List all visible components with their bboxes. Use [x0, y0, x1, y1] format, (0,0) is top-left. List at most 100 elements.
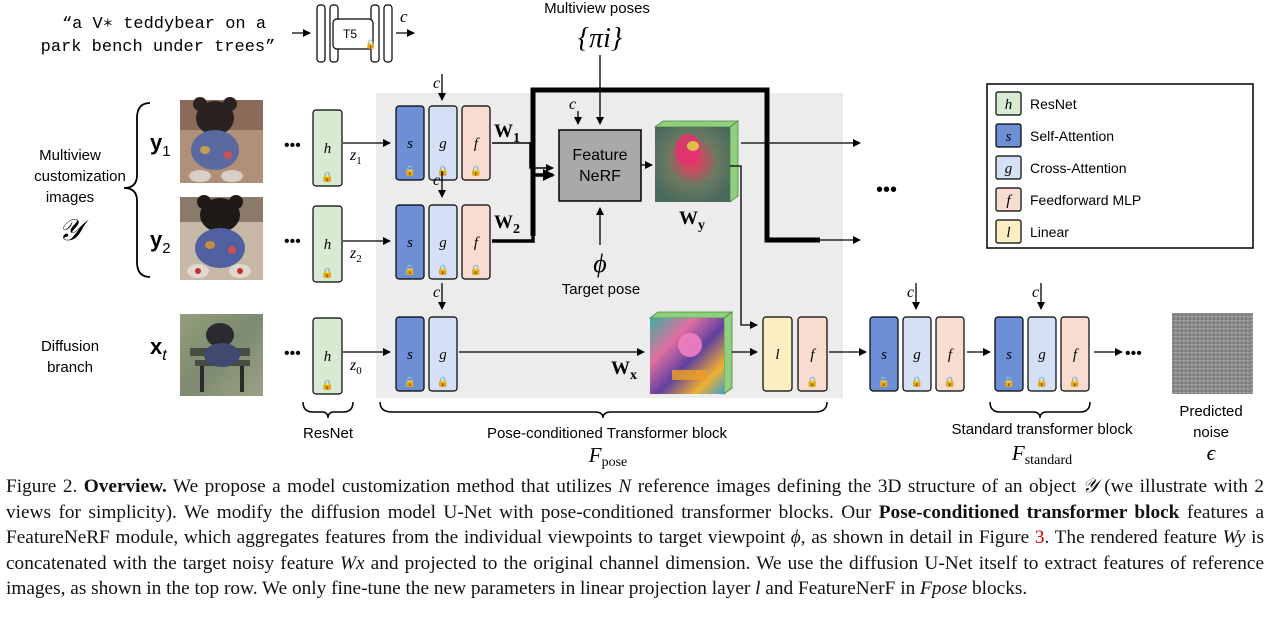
lock-icon: 🔒	[404, 165, 416, 177]
legend-swatch-l	[995, 219, 1022, 244]
condition-c-label: c	[433, 284, 440, 301]
legend-letter-l: l	[1006, 225, 1010, 241]
w2-label: W2	[494, 212, 520, 237]
predicted-noise-image	[1172, 313, 1253, 394]
legend-swatch-g	[995, 155, 1022, 180]
overview-diagram: “a V∗ teddybear on a park bench under tr…	[34, 0, 1254, 470]
multiview-poses-symbol: {πi}	[578, 23, 622, 54]
figure-3-link[interactable]: 3	[1034, 527, 1045, 548]
self-attention-row3-letter: s	[407, 347, 413, 363]
z2-label: z2	[349, 245, 362, 265]
resnet-block-h-row2-letter: h	[324, 237, 332, 253]
cross-attention-row3-letter: g	[439, 347, 447, 363]
svg-text:y2: y2	[150, 227, 171, 257]
condition-arrows: c c c c c	[433, 74, 1045, 310]
legend-label-s: Self-Attention	[1030, 128, 1114, 144]
legend-letter-s: s	[1006, 129, 1012, 145]
cross-attention-row1-letter: g	[439, 136, 447, 152]
resnet-block-h-row1-letter: h	[324, 141, 332, 157]
standard-cross-attention-1: g🔒	[902, 316, 932, 392]
standard-self-attention-2-letter: s	[1006, 347, 1012, 363]
lock-icon: 🔒	[321, 267, 333, 279]
feedforward-row2-letter: f	[474, 235, 480, 251]
feature-nerf-box	[558, 129, 642, 202]
feedforward-row1: f🔒	[461, 105, 491, 181]
encoder-output-c: c	[400, 7, 408, 26]
figure-caption: Figure 2. Overview. We propose a model c…	[6, 476, 1265, 599]
standard-self-attention-2: s🔒	[994, 316, 1024, 392]
prompt-line-1: “a V∗ teddybear on a	[62, 15, 266, 34]
standard-feedforward-1-letter: f	[948, 347, 954, 363]
teddy-image-1	[180, 97, 263, 183]
legend-letter-f: f	[1006, 193, 1012, 209]
cross-attention-row1: g🔒	[428, 105, 458, 181]
resnet-brace	[302, 401, 354, 419]
z0-label: z0	[349, 357, 362, 377]
diffusion-label: Diffusion branch	[41, 338, 99, 376]
t5-encoder: T5 🔒 c	[292, 4, 415, 63]
resnet-block-h-row3-letter: h	[324, 349, 332, 365]
predicted-noise-label-2: noise	[1193, 424, 1229, 441]
dots-row2: •••	[284, 233, 301, 250]
svg-text:Diffusion: Diffusion	[41, 338, 99, 355]
cross-attention-row3: g🔒	[428, 316, 458, 392]
svg-text:customization: customization	[34, 168, 126, 185]
predicted-noise-symbol: ϵ	[1207, 440, 1217, 465]
lock-icon: 🔒	[437, 165, 449, 177]
legend-box	[986, 83, 1254, 249]
standard-cross-attention-1-letter: g	[913, 347, 921, 363]
standard-feedforward-2-letter: f	[1073, 347, 1079, 363]
lock-icon: 🔒	[470, 264, 482, 276]
predicted-noise-label-1: Predicted	[1179, 403, 1242, 420]
self-attention-row3: s🔒	[395, 316, 425, 392]
legend-swatch-s	[995, 123, 1022, 148]
z-arrows	[343, 139, 391, 356]
standard-feedforward-1: f🔒	[935, 316, 965, 392]
row-label-y2: y2	[150, 227, 171, 257]
standard-block-symbol: Fstandard	[1011, 441, 1072, 468]
feature-nerf-label-2: NeRF	[579, 168, 621, 185]
target-pose-symbol: ϕ	[593, 249, 606, 278]
lock-icon: 🔒	[437, 376, 449, 388]
standard-cross-attention-2: g🔒	[1027, 316, 1057, 392]
lock-icon: 🔒	[321, 171, 333, 183]
lock-icon: 🔒	[321, 379, 333, 391]
linear-projection: l	[762, 316, 793, 392]
multiview-brace	[123, 102, 151, 278]
legend-label-l: Linear	[1030, 224, 1069, 240]
multiview-label: Multiview customization images 𝒴	[34, 147, 126, 247]
pose-block-symbol: Fpose	[588, 443, 628, 470]
condition-c-label: c	[907, 284, 914, 301]
self-attention-row2: s🔒	[395, 204, 425, 280]
multiview-symbol: 𝒴	[58, 214, 89, 247]
feedforward-row3: f🔒	[797, 316, 828, 392]
wy-feature-map	[653, 120, 740, 203]
standard-feedforward-2: f🔒	[1060, 316, 1090, 392]
wy-to-linear-arrow	[730, 165, 758, 329]
resnet-block-h-row1: h🔒	[312, 109, 343, 187]
legend-swatch-f	[995, 187, 1022, 212]
legend: h ResNet s Self-Attention g Cross-Attention f F…	[995, 91, 1141, 244]
standard-self-attention-1: s🔒	[869, 316, 899, 392]
resnet-block-h-row2: h🔒	[312, 205, 343, 283]
legend-letter-g: g	[1005, 161, 1013, 177]
lock-icon: 🔒	[944, 376, 956, 388]
condition-c-label: c	[1032, 284, 1039, 301]
resnet-brace-label: ResNet	[303, 425, 354, 442]
cross-attention-row2: g🔒	[428, 204, 458, 280]
linear-projection-letter: l	[775, 347, 779, 363]
pose-block-brace-label: Pose-conditioned Transformer block	[487, 425, 728, 442]
pose-block-brace	[379, 401, 828, 419]
svg-text:y1: y1	[150, 130, 171, 160]
lock-icon: 🔒	[1036, 376, 1048, 388]
dots-after-standard: •••	[1125, 345, 1142, 362]
lock-icon: 🔒	[1069, 376, 1081, 388]
lock-icon: 🔒	[365, 39, 376, 49]
t5-label: T5	[343, 27, 357, 41]
nerf-c-label: c	[569, 96, 576, 113]
dots-right: •••	[876, 179, 897, 201]
row-label-xt: xt	[150, 334, 167, 364]
condition-c-label: c	[433, 172, 440, 189]
lock-icon: 🔒	[470, 165, 482, 177]
standard-cross-attention-2-letter: g	[1038, 347, 1046, 363]
